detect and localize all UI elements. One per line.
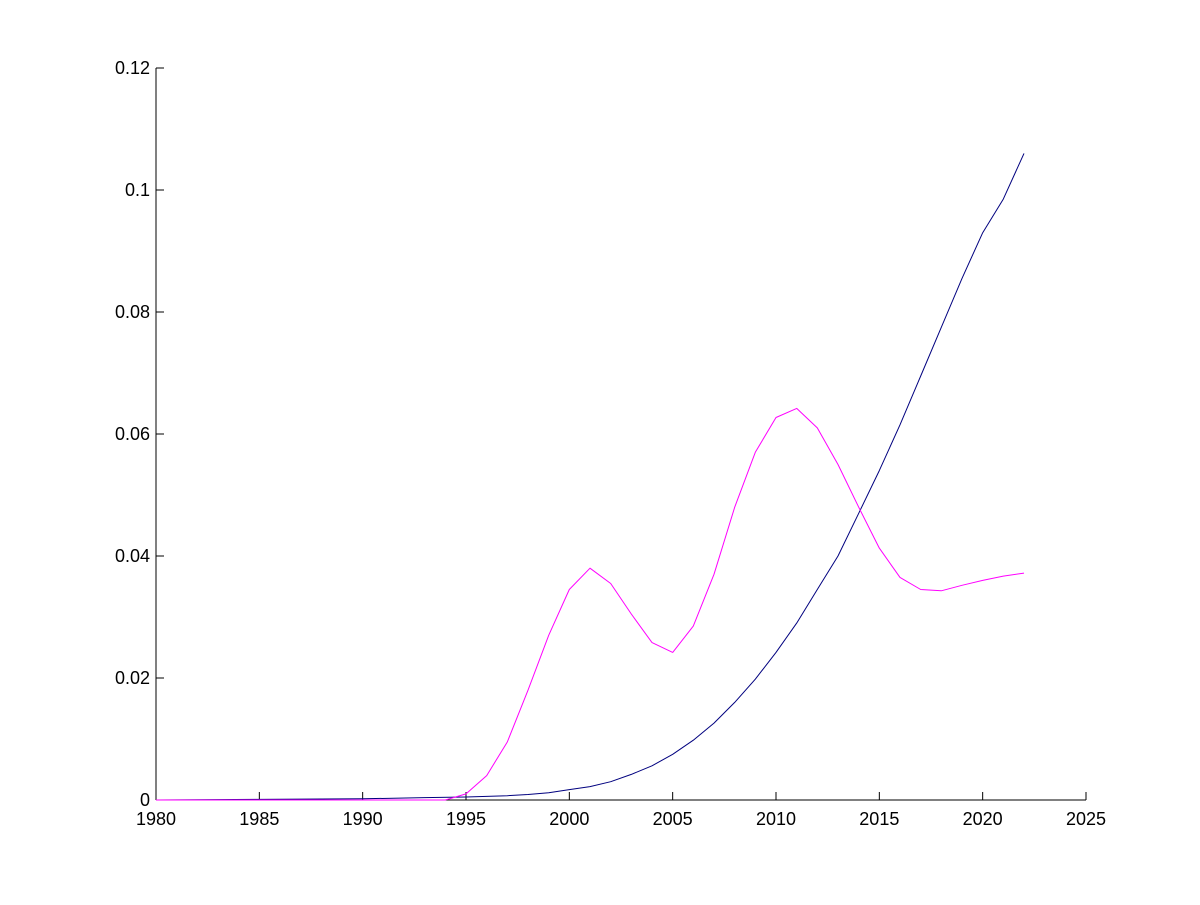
x-tick-label: 2005 xyxy=(653,809,693,829)
y-tick-label: 0.06 xyxy=(115,424,150,444)
axes xyxy=(155,67,1087,801)
y-tick-label: 0.1 xyxy=(125,180,150,200)
series-line-2 xyxy=(156,407,1025,801)
x-tick-label: 2020 xyxy=(963,809,1003,829)
x-tick-label: 2015 xyxy=(859,809,899,829)
x-tick-label: 2025 xyxy=(1066,809,1106,829)
x-tick-label: 1990 xyxy=(343,809,383,829)
y-tick-label: 0 xyxy=(140,790,150,810)
x-tick-label: 1995 xyxy=(446,809,486,829)
series-lines xyxy=(155,153,1025,801)
x-tick-label: 1985 xyxy=(239,809,279,829)
x-tick-label: 1980 xyxy=(136,809,176,829)
y-tick-label: 0.08 xyxy=(115,302,150,322)
y-tick-label: 0.02 xyxy=(115,668,150,688)
y-tick-label: 0.12 xyxy=(115,58,150,78)
x-tick-label: 2010 xyxy=(756,809,796,829)
tick-labels: 1980 1985 1990 1995 2000 2005 2010 2015 2020 2025… xyxy=(115,58,1106,829)
y-tick-label: 0.04 xyxy=(115,546,150,566)
x-tick-label: 2000 xyxy=(549,809,589,829)
series-line-1 xyxy=(155,153,1025,801)
